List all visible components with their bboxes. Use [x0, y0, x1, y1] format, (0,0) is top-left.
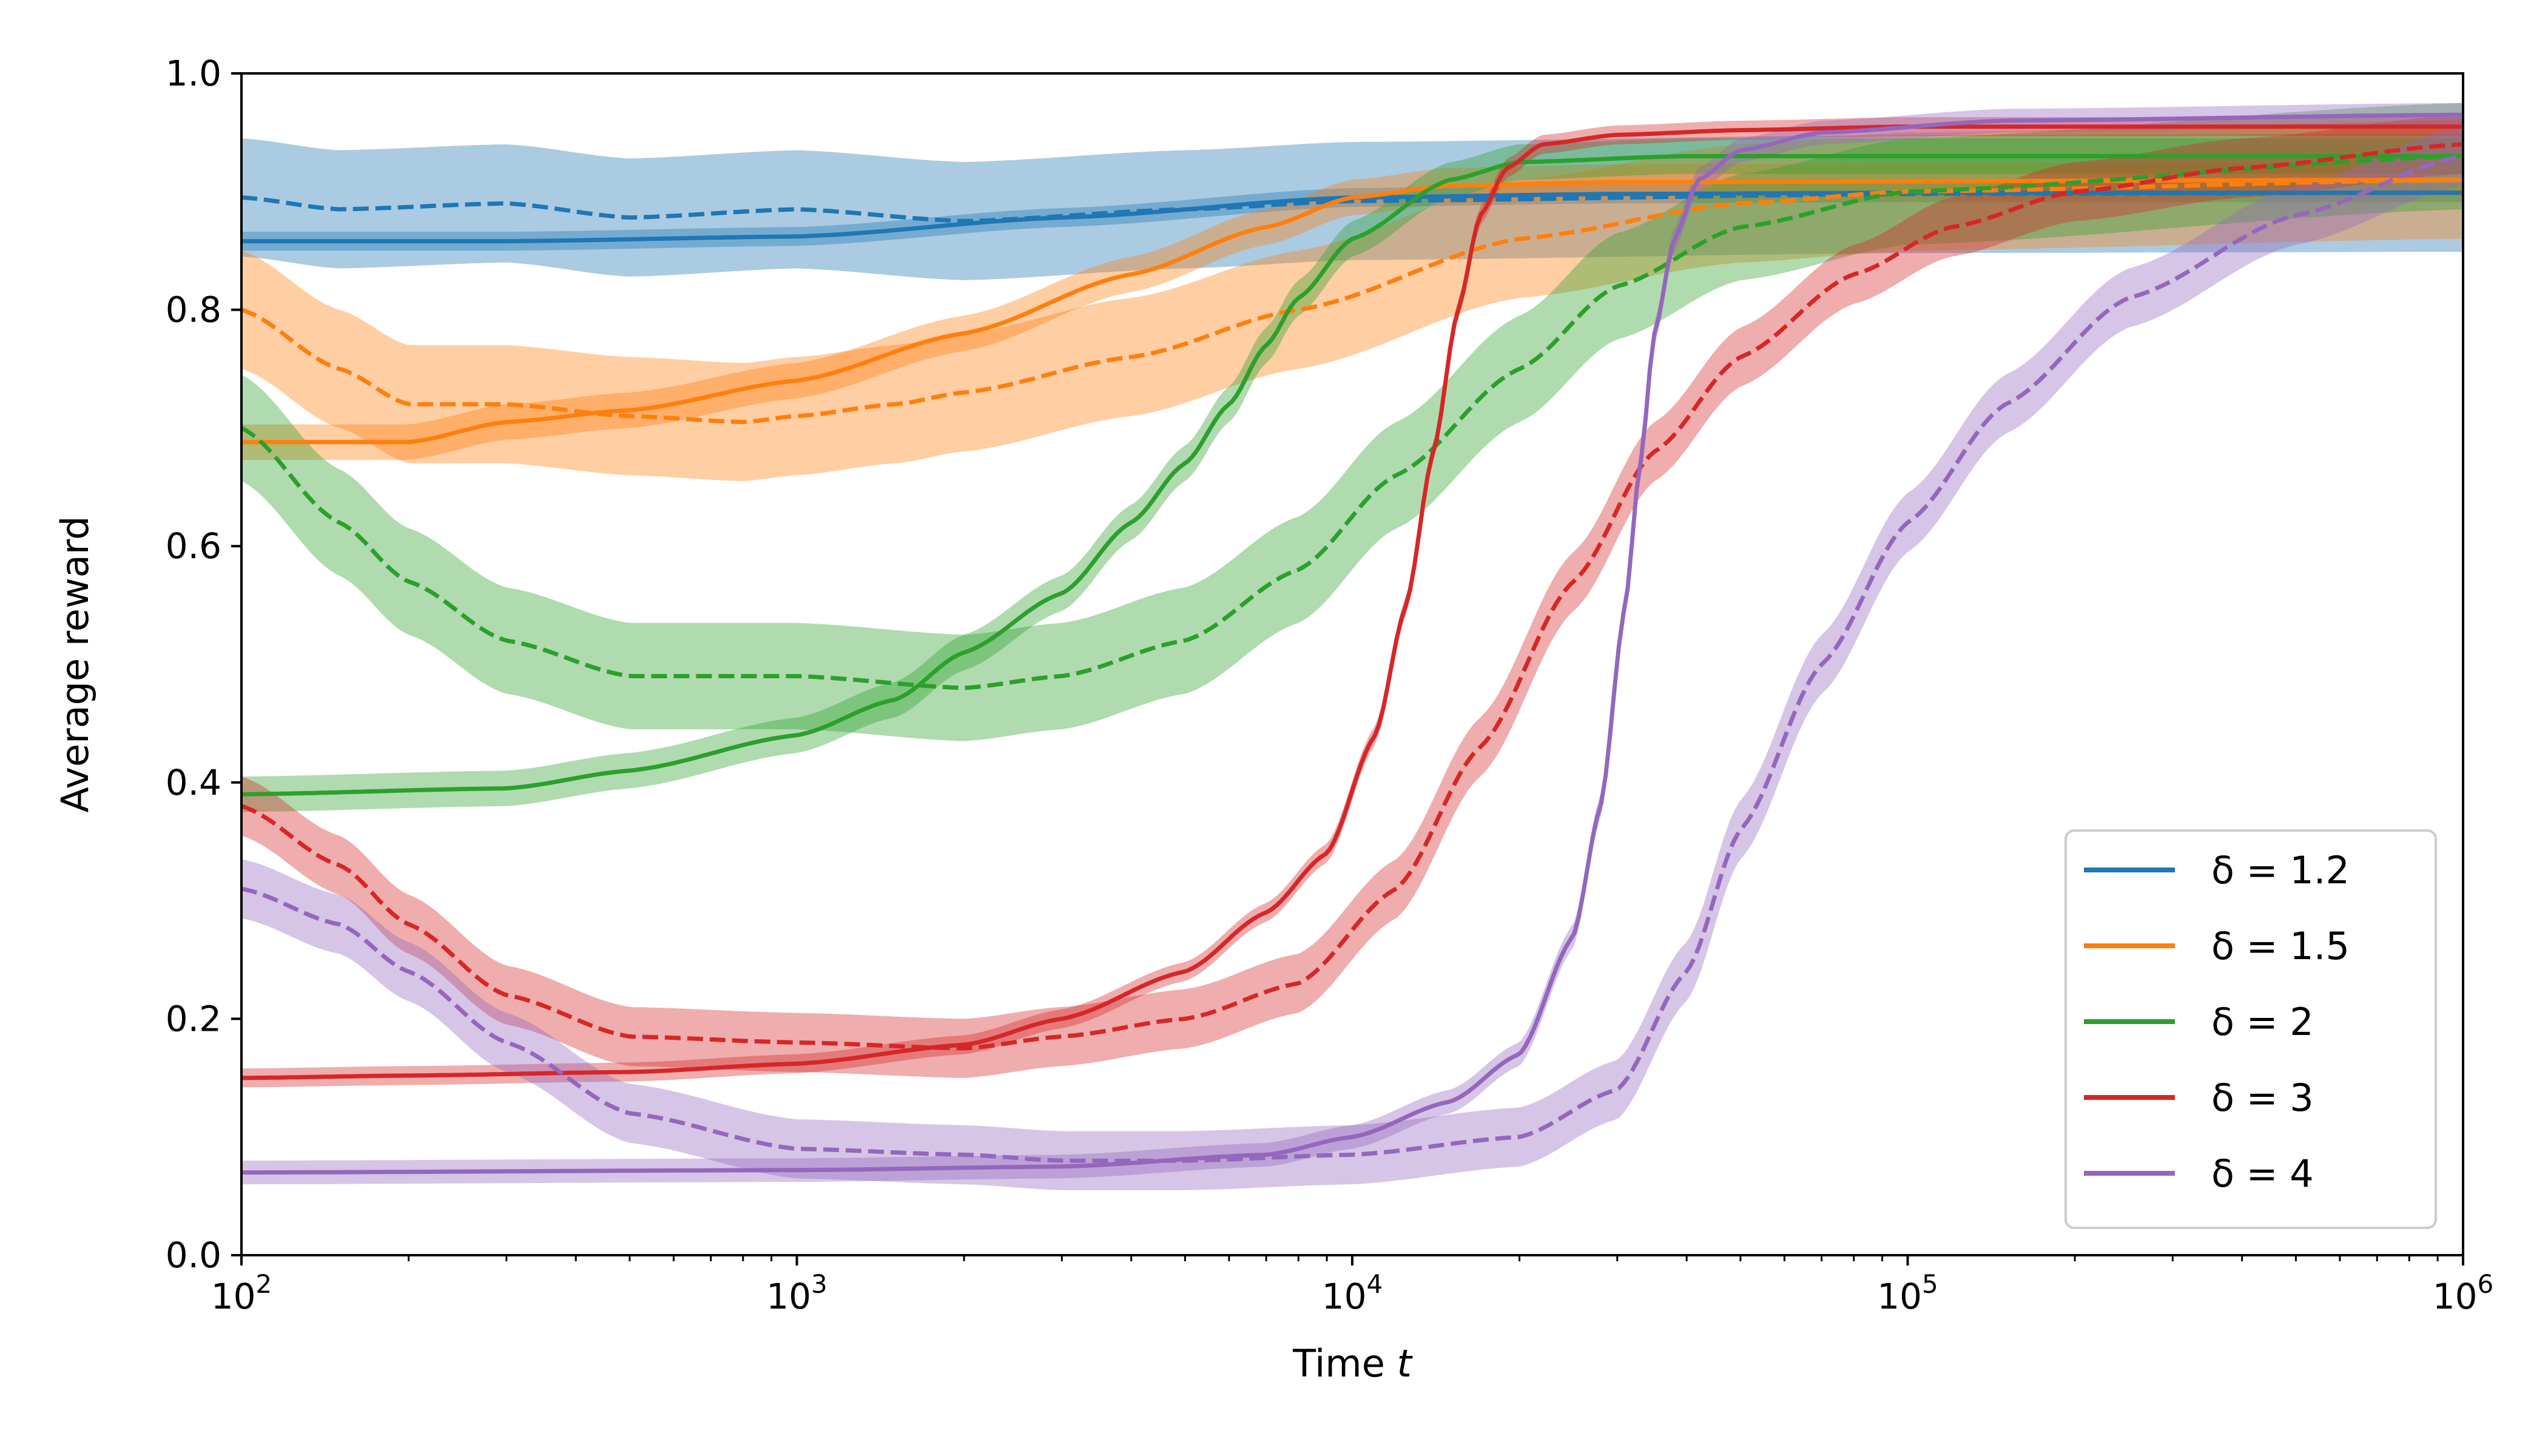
y-tick-label-4: 0.8 — [166, 289, 221, 331]
x-tick-label-4: 106 — [2433, 1269, 2494, 1317]
band-series-0-solid — [241, 183, 2463, 251]
y-tick-label-1: 0.2 — [166, 998, 221, 1039]
y-tick-label-3: 0.6 — [166, 525, 221, 567]
y-axis-label: Average reward — [53, 516, 97, 812]
band-series-0-dashed — [241, 133, 2463, 280]
band-series-3-dashed — [241, 115, 2463, 1078]
series-lines — [241, 112, 2463, 1175]
y-tick-label-0: 0.0 — [166, 1235, 221, 1276]
legend-label-0: δ = 1.2 — [2211, 848, 2350, 892]
line-series-0-dashed — [241, 190, 2463, 223]
line-series-2-dashed — [241, 153, 2463, 690]
legend-label-1: δ = 1.5 — [2211, 924, 2350, 968]
line-series-3-solid — [241, 124, 2463, 1080]
line-series-1-dashed — [241, 177, 2463, 425]
band-series-1-dashed — [241, 120, 2463, 481]
line-series-2-solid — [241, 153, 2463, 797]
line-series-3-dashed — [241, 142, 2463, 1051]
band-series-4-dashed — [241, 126, 2463, 1190]
band-series-1-solid — [241, 162, 2463, 460]
x-axis-label: Time t — [1292, 1341, 1413, 1386]
y-tick-label-2: 0.4 — [166, 762, 221, 803]
legend: δ = 1.2 δ = 1.5 δ = 2 δ = 3 δ = 4 — [2064, 829, 2437, 1229]
confidence-bands — [241, 103, 2463, 1190]
line-series-4-solid — [241, 112, 2463, 1175]
legend-label-3: δ = 3 — [2211, 1076, 2314, 1120]
legend-label-4: δ = 4 — [2211, 1151, 2314, 1196]
legend-label-2: δ = 2 — [2211, 1000, 2314, 1044]
y-tick-label-5: 1.0 — [166, 53, 221, 94]
line-series-4-dashed — [241, 153, 2463, 1163]
legend-box — [2064, 829, 2437, 1229]
